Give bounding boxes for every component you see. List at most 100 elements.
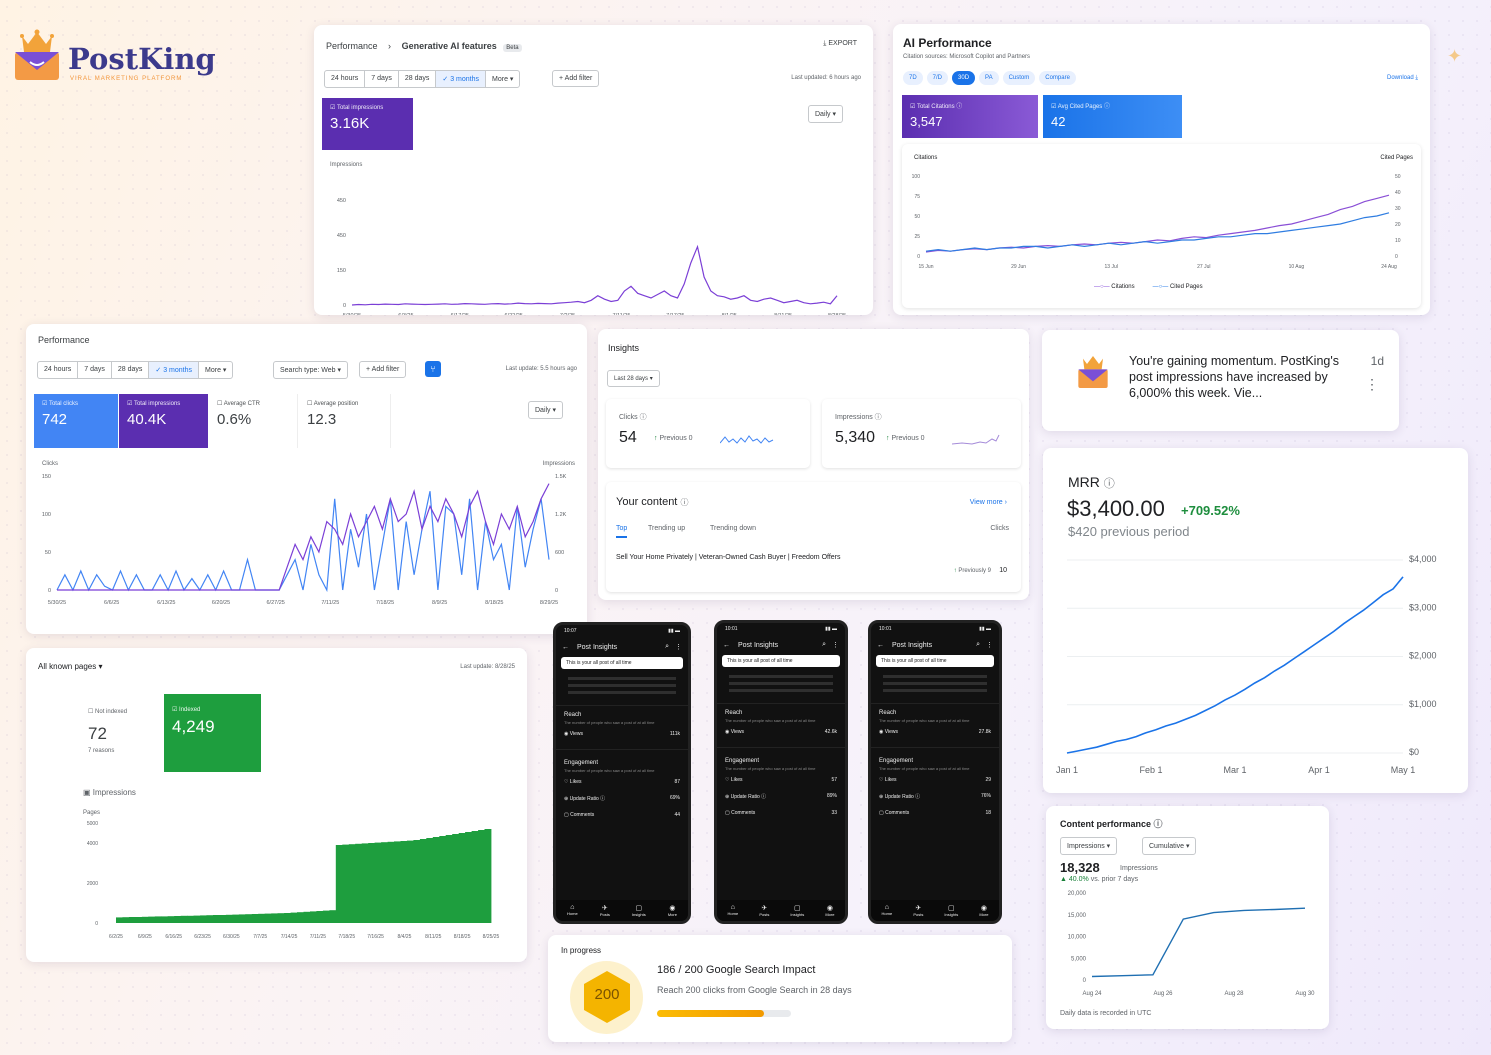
- not-indexed-reasons: 7 reasons: [88, 748, 115, 754]
- search-icon[interactable]: ⌕: [665, 643, 669, 650]
- menu-icon[interactable]: ⋮: [832, 642, 839, 649]
- impressions-insight-tile[interactable]: Impressions ⓘ 5,340 ↑ Previous 0: [822, 399, 1021, 468]
- download-button[interactable]: Download ⤓: [1386, 75, 1418, 81]
- nav-insights[interactable]: ▢ Insights: [631, 905, 646, 917]
- nav-posts[interactable]: ✈ Posts: [599, 905, 610, 917]
- mode-select[interactable]: Cumulative ▾: [1142, 837, 1197, 855]
- bar: [478, 830, 485, 923]
- pill-custom[interactable]: Custom: [1002, 71, 1036, 85]
- search-type-select[interactable]: Search type: Web ▾: [273, 361, 348, 379]
- perf-chip-more[interactable]: More ▾: [198, 361, 234, 379]
- perf-chip-28d[interactable]: 28 days: [110, 361, 150, 379]
- more-options-icon[interactable]: ⋮: [1365, 376, 1379, 392]
- back-arrow-icon[interactable]: ←: [562, 643, 569, 651]
- signal-icon: ▮▮ ▬: [825, 626, 837, 632]
- search-icon[interactable]: ⌕: [976, 641, 980, 648]
- pill-7d-alt[interactable]: 7/D: [926, 71, 949, 85]
- nav-insights[interactable]: ▢ Insights: [944, 905, 959, 917]
- indexed-tile[interactable]: ☑ Indexed 4,249: [164, 694, 261, 772]
- content-row-title[interactable]: Sell Your Home Privately | Veteran-Owned…: [616, 554, 841, 561]
- clicks-insight-tile[interactable]: Clicks ⓘ 54 ↑ Previous 0: [606, 399, 810, 468]
- y2-tick-label: 30: [1395, 206, 1401, 212]
- nav-home[interactable]: ⌂ Home: [881, 904, 893, 916]
- perf-chip-24h[interactable]: 24 hours: [37, 361, 79, 379]
- chip-3m[interactable]: ✓ 3 months: [435, 70, 487, 88]
- badge-value: 200: [594, 986, 620, 1003]
- breadcrumb-performance[interactable]: Performance: [326, 41, 378, 51]
- metric-select[interactable]: Impressions ▾: [1060, 837, 1118, 855]
- pill-30d[interactable]: 30D: [952, 71, 976, 85]
- nav-more[interactable]: ◉ More: [979, 905, 989, 917]
- tab-trending-up[interactable]: Trending up: [648, 525, 686, 532]
- legend-cited-pages: —○— Cited Pages: [1152, 284, 1203, 290]
- series-line: [1091, 907, 1306, 978]
- banner: This is your all post of all time: [722, 655, 840, 667]
- content-perf-unit: Impressions: [1120, 865, 1158, 872]
- clock: 10:01: [725, 626, 738, 632]
- menu-icon[interactable]: ⋮: [986, 642, 993, 649]
- metric-total-impressions[interactable]: ☑ Total impressions 40.4K: [119, 394, 208, 448]
- impressions-toggle[interactable]: ▣ Impressions: [83, 788, 136, 797]
- reach-title: Reach: [725, 710, 743, 716]
- compare-icon[interactable]: ⑂: [425, 361, 441, 377]
- performance-card: Performance 24 hours 7 days 28 days ✓ 3 …: [26, 324, 587, 634]
- export-button[interactable]: ⤓ EXPORT: [823, 40, 857, 48]
- nav-home[interactable]: ⌂ Home: [727, 904, 739, 916]
- metric-value: 3.16K: [330, 115, 370, 132]
- clicks-metric-label: ☑ Total clicks: [42, 401, 78, 407]
- momentum-notification[interactable]: You're gaining momentum. PostKing's post…: [1042, 330, 1399, 431]
- view-more-link[interactable]: View more ›: [969, 499, 1007, 506]
- tab-top[interactable]: Top: [616, 525, 628, 538]
- metric-avg-ctr[interactable]: ☐ Average CTR 0.6%: [209, 394, 298, 448]
- impr-label: Impressions ⓘ: [835, 414, 882, 421]
- total-impressions-card[interactable]: ☑ Total impressions 3.16K: [322, 98, 413, 150]
- right-axis-title: Cited Pages: [1380, 155, 1413, 161]
- chip-more[interactable]: More ▾: [485, 70, 521, 88]
- chip-28d[interactable]: 28 days: [397, 70, 437, 88]
- progress-track: [657, 1010, 791, 1017]
- not-indexed-tile[interactable]: ☐ Not indexed 72 7 reasons: [76, 694, 165, 772]
- more-icon: ◉: [669, 905, 676, 912]
- chip-7d[interactable]: 7 days: [364, 70, 399, 88]
- bar: [206, 915, 214, 923]
- nav-home[interactable]: ⌂ Home: [567, 904, 578, 916]
- avg-cited-pages-card[interactable]: ☑ Avg Cited Pages ⓘ 42: [1043, 95, 1182, 138]
- clock: 10:01: [879, 626, 892, 632]
- total-citations-card[interactable]: ☑ Total Citations ⓘ 3,547: [902, 95, 1038, 138]
- pill-7d[interactable]: 7D: [903, 71, 923, 85]
- sparkle-icon: ✦: [1447, 46, 1463, 66]
- pill-compare[interactable]: Compare: [1039, 71, 1076, 85]
- nav-posts[interactable]: ✈ Posts: [759, 905, 770, 917]
- x-tick-label: 6/22/25: [504, 313, 522, 315]
- legend-citations: —○— Citations: [1094, 284, 1135, 290]
- insights-range-select[interactable]: Last 28 days ▾: [607, 370, 660, 387]
- add-filter-button[interactable]: + Add filter: [552, 70, 600, 87]
- cited-pages-label-text: Avg Cited Pages: [1057, 104, 1103, 110]
- metric-total-clicks[interactable]: ☑ Total clicks 742: [34, 394, 118, 448]
- perf-chip-7d[interactable]: 7 days: [77, 361, 112, 379]
- nav-more[interactable]: ◉ More: [825, 905, 835, 917]
- bar: [329, 910, 337, 923]
- tab-trending-down[interactable]: Trending down: [710, 525, 757, 532]
- pill-pa[interactable]: PA: [979, 71, 999, 85]
- chip-24h[interactable]: 24 hours: [324, 70, 366, 88]
- perf-add-filter[interactable]: + Add filter: [359, 361, 407, 378]
- perf-chip-3m[interactable]: ✓ 3 months: [148, 361, 200, 379]
- bar: [187, 915, 194, 923]
- y-tick-label: 150: [337, 268, 346, 274]
- ratio-row: ⊕ Update Ratio ⓘ 89%: [725, 793, 837, 810]
- pages-filter-select[interactable]: All known pages ▾: [38, 662, 103, 671]
- citations-label-text: Total Citations: [916, 104, 955, 110]
- perf-granularity-select[interactable]: Daily ▾: [528, 401, 564, 419]
- menu-icon[interactable]: ⋮: [675, 644, 682, 651]
- nav-insights[interactable]: ▢ Insights: [790, 905, 805, 917]
- back-arrow-icon[interactable]: ←: [723, 641, 730, 649]
- back-arrow-icon[interactable]: ←: [877, 641, 884, 649]
- granularity-select[interactable]: Daily ▾: [808, 105, 844, 123]
- metric-avg-position[interactable]: ☐ Average position 12.3: [299, 394, 391, 448]
- nav-more[interactable]: ◉ More: [667, 905, 677, 917]
- nav-posts[interactable]: ✈ Posts: [913, 905, 924, 917]
- search-icon[interactable]: ⌕: [822, 641, 826, 648]
- status-bar: 10:07 ▮▮ ▬: [556, 625, 688, 637]
- views-value: 42.6k: [824, 729, 837, 735]
